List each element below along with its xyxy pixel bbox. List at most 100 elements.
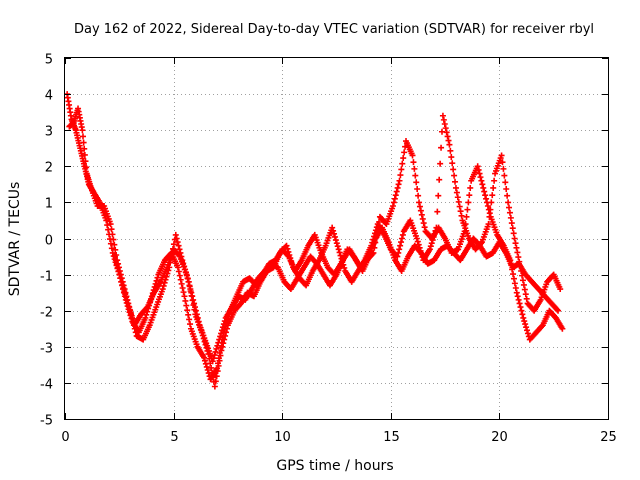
data-point-interp	[430, 233, 437, 240]
data-point-interp	[332, 237, 339, 244]
data-point-interp	[112, 246, 119, 253]
x-tick-label: 20	[491, 430, 508, 445]
data-point-interp	[212, 378, 219, 385]
data-point	[409, 152, 416, 159]
data-point-interp	[336, 249, 343, 256]
data-point-interp	[331, 230, 338, 237]
data-point	[413, 235, 420, 242]
data-point-interp	[476, 170, 483, 177]
data-point-interp	[456, 203, 463, 210]
data-point-interp	[176, 252, 183, 259]
data-point	[498, 152, 505, 159]
data-point-interp	[399, 160, 406, 167]
data-point-interp	[176, 272, 183, 279]
data-point-interp	[414, 238, 421, 245]
data-point-interp	[178, 280, 185, 287]
data-point	[218, 347, 225, 354]
chart-title: Day 162 of 2022, Sidereal Day-to-day VTE…	[74, 22, 594, 37]
data-point-interp	[512, 240, 519, 247]
x-axis-label: GPS time / hours	[276, 458, 393, 474]
data-point-interp	[117, 275, 124, 282]
data-point-interp	[465, 199, 472, 206]
data-point	[283, 242, 290, 249]
data-point-interp	[143, 305, 150, 312]
data-point-interp	[210, 355, 217, 362]
data-point-interp	[186, 282, 193, 289]
data-point-interp	[223, 329, 230, 336]
y-tick-label: 3	[45, 125, 53, 140]
data-point-interp	[514, 293, 521, 300]
data-point-interp	[120, 285, 127, 292]
y-tick-label: 2	[45, 161, 53, 176]
data-point-interp	[215, 339, 222, 346]
data-point-interp	[517, 304, 524, 311]
data-point-interp	[441, 121, 448, 128]
data-point-interp	[213, 345, 220, 352]
data-point-interp	[288, 258, 295, 265]
data-point-interp	[507, 214, 514, 221]
data-point	[474, 163, 481, 170]
data-point-interp	[217, 333, 224, 340]
data-point-interp	[442, 125, 449, 132]
data-point-interp	[81, 151, 88, 158]
data-point-interp	[490, 184, 497, 191]
plot-frame	[64, 57, 609, 420]
data-point	[111, 253, 118, 260]
data-point-interp	[411, 165, 418, 172]
data-point-interp	[521, 286, 528, 293]
data-point-interp	[486, 213, 493, 220]
data-point-interp	[464, 206, 471, 213]
data-point-interp	[509, 225, 516, 232]
data-point-interp	[418, 211, 425, 218]
data-point-interp	[216, 357, 223, 364]
data-point-interp	[420, 220, 427, 227]
data-point-interp	[519, 311, 526, 318]
data-point-interp	[508, 220, 515, 227]
data-point-interp	[523, 324, 530, 331]
data-point-interp	[417, 207, 424, 214]
data-point	[124, 300, 131, 307]
data-point-interp	[483, 195, 490, 202]
data-point-interp	[215, 362, 222, 369]
data-point-interp	[210, 374, 217, 381]
data-point-interp	[185, 278, 192, 285]
data-point-interp	[184, 307, 191, 314]
data-point-interp	[81, 145, 88, 152]
data-point-interp	[182, 297, 189, 304]
data-point	[426, 246, 433, 253]
data-point-interp	[82, 158, 89, 165]
data-point-interp	[554, 306, 561, 313]
data-point-interp	[431, 230, 438, 237]
data-point-interp	[108, 245, 115, 252]
data-point-interp	[186, 316, 193, 323]
data-point-interp	[482, 192, 489, 199]
data-point-interp	[221, 318, 228, 325]
data-point-interp	[467, 184, 474, 191]
data-point-interp	[448, 154, 455, 161]
data-point-interp	[393, 188, 400, 195]
data-point-interp	[121, 288, 128, 295]
data-point-interp	[398, 239, 405, 246]
data-point-interp	[334, 243, 341, 250]
data-point	[209, 358, 216, 365]
data-point-interp	[284, 245, 291, 252]
data-point-interp	[524, 327, 531, 334]
y-tick-label: -1	[40, 270, 53, 285]
data-point-interp	[217, 352, 224, 359]
data-point-interp	[179, 285, 186, 292]
data-point	[335, 246, 342, 253]
data-point-interp	[170, 241, 177, 248]
data-point-interp	[510, 275, 517, 282]
data-point-interp	[192, 307, 199, 314]
data-point-interp	[475, 166, 482, 173]
data-point-interp	[286, 252, 293, 259]
data-point-interp	[506, 209, 513, 216]
data-point-interp	[83, 164, 90, 171]
data-point-interp	[174, 239, 181, 246]
data-point-interp	[398, 166, 405, 173]
data-point	[513, 289, 520, 296]
data-point-interp	[397, 242, 404, 249]
data-point-interp	[503, 185, 510, 192]
data-point	[433, 224, 440, 231]
data-point-interp	[524, 330, 531, 337]
